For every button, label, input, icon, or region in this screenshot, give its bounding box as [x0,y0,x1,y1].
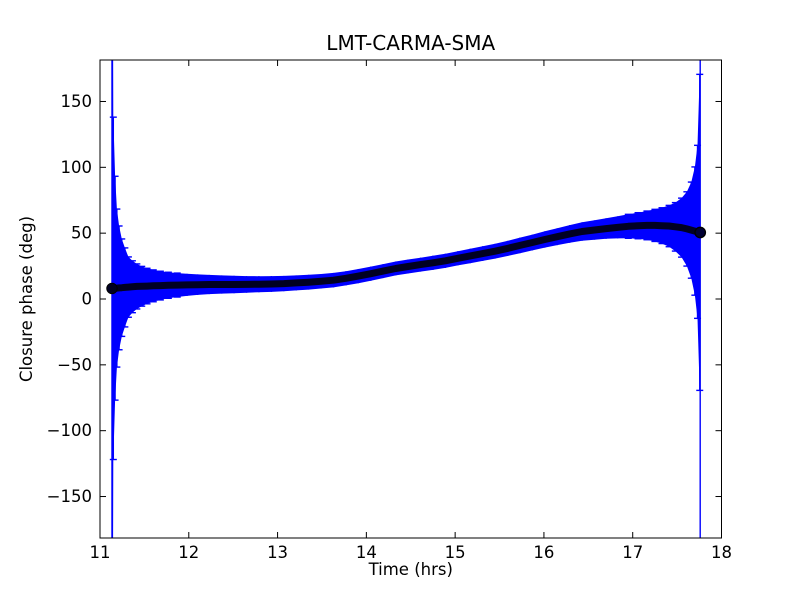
y-tick-label: 0 [82,290,93,309]
y-tick-label: −100 [47,421,92,440]
start-marker [106,282,118,295]
x-tick-label: 18 [711,543,732,562]
x-tick-label: 17 [622,543,643,562]
x-tick-label: 15 [445,543,466,562]
y-tick-label: 150 [61,92,93,111]
x-tick-label: 11 [90,543,111,562]
y-tick-label: −150 [47,487,92,506]
x-tick-label: 12 [178,543,199,562]
y-axis-label: Closure phase (deg) [17,216,36,382]
data-layer [106,60,707,538]
chart-title: LMT-CARMA-SMA [326,31,495,55]
axis-frame [99,59,722,539]
end-marker [694,226,707,239]
x-tick-label: 13 [267,543,288,562]
x-tick-label: 14 [356,543,377,562]
x-axis-label: Time (hrs) [368,560,453,579]
y-tick-label: 50 [71,224,92,243]
x-tick-label: 16 [533,543,554,562]
y-tick-label: 100 [61,158,93,177]
y-tick-label: −50 [57,355,92,374]
error-band [112,60,701,538]
axes-layer: 11 12 13 14 15 16 17 18 −150 −100 −50 0 50 100 150 [47,59,732,562]
data-curve [108,221,704,292]
